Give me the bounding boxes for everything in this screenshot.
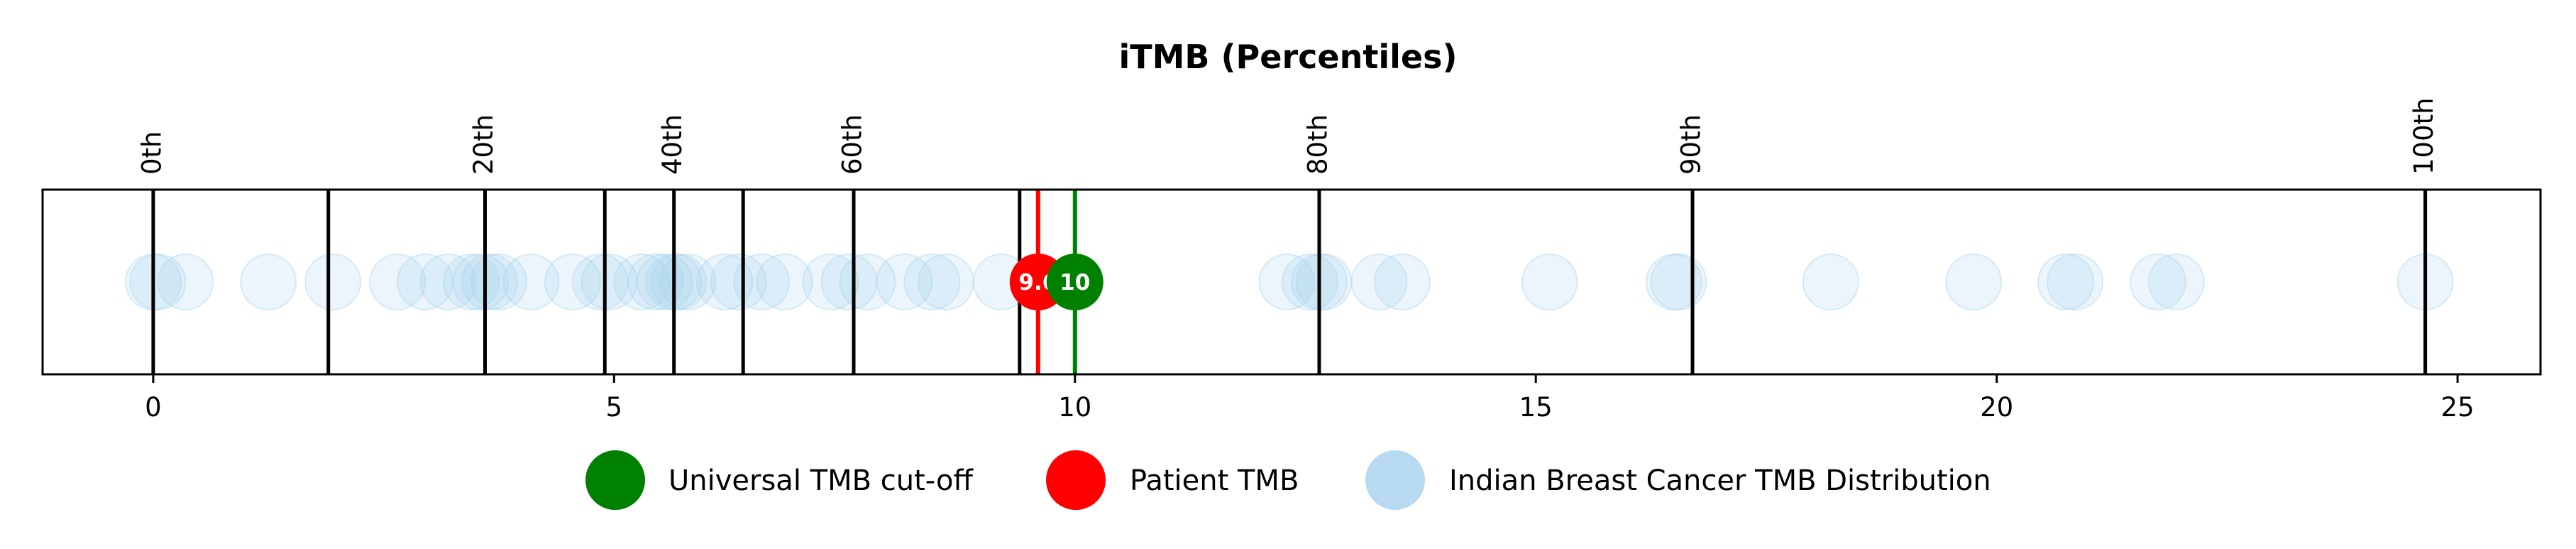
legend-patient-swatch — [1046, 450, 1106, 510]
distribution-point — [756, 254, 813, 310]
legend: Universal TMB cut-off Patient TMB Indian… — [585, 450, 1991, 510]
distribution-point — [1295, 254, 1353, 310]
distribution-point — [696, 254, 754, 310]
legend-patient-label: Patient TMB — [1130, 464, 1299, 497]
distribution-point — [2147, 254, 2205, 310]
distribution-point — [733, 254, 791, 310]
percentile-label: 0th — [136, 131, 167, 175]
distribution-point — [397, 254, 453, 310]
chart-title: iTMB (Percentiles) — [1119, 38, 1458, 76]
x-tick-label: 10 — [1058, 392, 1091, 423]
percentile-label: 40th — [657, 114, 688, 175]
legend-cutoff-label: Universal TMB cut-off — [668, 464, 974, 497]
distribution-point — [802, 254, 859, 310]
distribution-point — [1258, 254, 1316, 310]
percentile-label: 90th — [1676, 114, 1707, 175]
percentile-label: 80th — [1303, 114, 1333, 175]
distribution-point — [613, 254, 671, 310]
marker-layer: 9.6 10 — [1009, 190, 1103, 374]
x-tick-label: 25 — [2441, 392, 2475, 423]
distribution-point — [571, 254, 629, 310]
distribution-point — [1650, 254, 1707, 310]
distribution-point — [1521, 254, 1578, 310]
cutoff-marker — [1046, 254, 1103, 310]
distribution-point — [580, 254, 638, 310]
distribution-point — [1646, 254, 1702, 310]
legend-distribution-swatch — [1365, 450, 1425, 510]
distribution-point — [1802, 254, 1859, 310]
distribution-point — [1373, 254, 1431, 310]
legend-cutoff-swatch — [585, 450, 645, 510]
x-tick-label: 5 — [606, 392, 623, 423]
distribution-point — [710, 254, 767, 310]
legend-distribution-label: Indian Breast Cancer TMB Distribution — [1449, 464, 1991, 497]
distribution-point — [502, 254, 560, 310]
distribution-point — [129, 254, 187, 310]
distribution-point — [1282, 254, 1338, 310]
percentile-labels: 0th 20th 40th 60th 80th 90th 100th — [136, 97, 2439, 175]
distribution-point — [876, 254, 933, 310]
distribution-point — [461, 254, 518, 310]
percentile-label: 20th — [468, 114, 499, 175]
distribution-point — [452, 254, 509, 310]
distribution-point — [240, 254, 297, 310]
distribution-point — [2130, 254, 2186, 310]
distribution-point — [2037, 254, 2095, 310]
distribution-point — [650, 254, 708, 310]
distribution-point — [636, 254, 693, 310]
distribution-point — [627, 254, 684, 310]
distribution-point — [917, 254, 974, 310]
x-axis: 0 5 10 15 20 25 — [145, 374, 2475, 423]
distribution-point — [544, 254, 601, 310]
distribution-point — [304, 254, 362, 310]
distribution-point — [903, 254, 961, 310]
distribution-layer — [124, 254, 2454, 310]
distribution-point — [419, 254, 477, 310]
distribution-point — [1945, 254, 2003, 310]
distribution-point — [1350, 254, 1408, 310]
distribution-point — [2047, 254, 2104, 310]
distribution-point — [157, 254, 214, 310]
x-tick-label: 15 — [1519, 392, 1553, 423]
x-tick-label: 20 — [1980, 392, 2013, 423]
percentile-label: 100th — [2409, 97, 2439, 175]
percentile-label: 60th — [837, 114, 868, 175]
cutoff-marker-label: 10 — [1059, 270, 1090, 295]
distribution-point — [820, 254, 878, 310]
distribution-point — [369, 254, 426, 310]
x-tick-label: 0 — [145, 392, 162, 423]
plot-frame — [41, 188, 2542, 376]
